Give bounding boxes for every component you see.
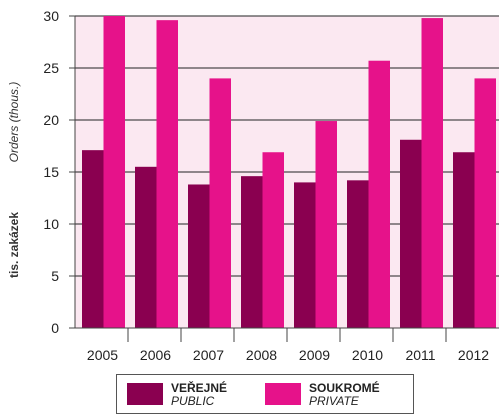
x-tick-label: 2006 bbox=[140, 347, 171, 363]
x-tick-label: 2009 bbox=[299, 347, 330, 363]
axes bbox=[69, 15, 499, 342]
bar-private bbox=[421, 18, 443, 329]
bar-public bbox=[135, 166, 157, 328]
y-tick-label: 10 bbox=[43, 216, 59, 232]
legend: VEŘEJNÉ PUBLIC SOUKROMÉ PRIVATE bbox=[116, 374, 414, 414]
y-axis-label-cz: tis. zakázek bbox=[7, 212, 21, 278]
y-tick-label: 5 bbox=[51, 268, 59, 284]
bar-public bbox=[347, 180, 369, 328]
bar-private bbox=[474, 78, 496, 329]
legend-label-public-en: PUBLIC bbox=[171, 394, 215, 408]
y-tick-label: 20 bbox=[43, 112, 59, 128]
bar-public bbox=[241, 176, 263, 328]
bar-private bbox=[262, 152, 284, 328]
y-tick-labels: 0 5 10 15 20 25 30 bbox=[43, 8, 59, 336]
legend-swatch-public bbox=[127, 383, 163, 405]
x-tick-label: 2012 bbox=[458, 347, 489, 363]
x-tick-label: 2010 bbox=[352, 347, 383, 363]
bar-private bbox=[368, 60, 390, 328]
x-tick-label: 2008 bbox=[246, 347, 277, 363]
bar-public bbox=[294, 182, 316, 328]
bar-public bbox=[400, 139, 422, 328]
x-tick-label: 2011 bbox=[405, 347, 435, 363]
y-axis-label-en: Orders (thous.) bbox=[7, 82, 21, 163]
bar-private bbox=[209, 78, 231, 329]
y-tick-label: 25 bbox=[43, 60, 59, 76]
bar-private bbox=[315, 121, 337, 328]
legend-swatch-private bbox=[265, 383, 301, 405]
legend-label-private-en: PRIVATE bbox=[309, 394, 359, 408]
y-tick-label: 15 bbox=[43, 164, 59, 180]
bar-public bbox=[188, 184, 210, 328]
bar-public bbox=[82, 150, 104, 328]
bars bbox=[82, 16, 496, 329]
x-tick-labels: 2005 2006 2007 2008 2009 2010 2011 2012 bbox=[87, 347, 489, 363]
legend-label-public-cz: VEŘEJNÉ bbox=[171, 381, 228, 395]
bar-public bbox=[453, 152, 475, 328]
y-tick-label: 30 bbox=[43, 8, 59, 24]
bar-private bbox=[103, 16, 125, 328]
x-tick-label: 2005 bbox=[87, 347, 118, 363]
bar-private bbox=[156, 20, 178, 328]
legend-label-private-cz: SOUKROMÉ bbox=[309, 381, 380, 395]
x-tick-label: 2007 bbox=[193, 347, 224, 363]
y-tick-label: 0 bbox=[51, 320, 59, 336]
